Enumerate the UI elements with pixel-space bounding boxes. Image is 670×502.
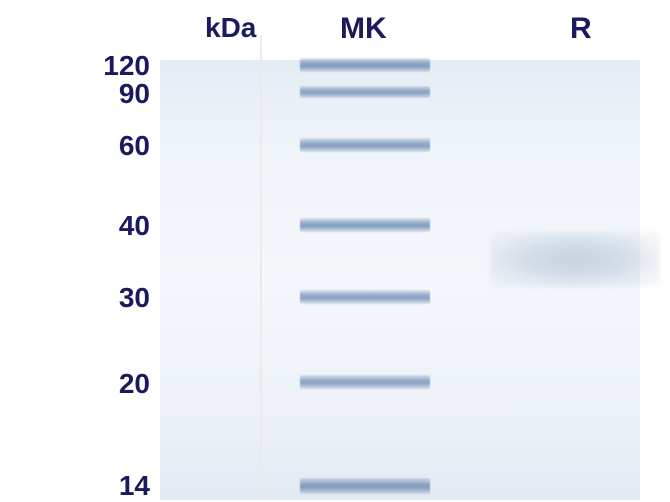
marker-band xyxy=(300,375,430,389)
marker-band xyxy=(300,478,430,494)
marker-band xyxy=(300,138,430,152)
lane-label-sample: R xyxy=(570,12,592,46)
tick-label: 90 xyxy=(100,78,150,110)
tick-label: 40 xyxy=(100,210,150,242)
unit-label: kDa xyxy=(205,12,256,44)
marker-band xyxy=(300,58,430,72)
tick-label: 20 xyxy=(100,368,150,400)
tick-label: 30 xyxy=(100,282,150,314)
marker-band xyxy=(300,218,430,232)
marker-band xyxy=(300,86,430,98)
tick-label: 14 xyxy=(100,470,150,502)
lane-label-marker: MK xyxy=(340,12,387,46)
lane-divider xyxy=(260,35,262,500)
gel-image: kDa MK R 120906040302014 xyxy=(100,0,670,500)
marker-band xyxy=(300,290,430,304)
tick-label: 60 xyxy=(100,130,150,162)
sample-band xyxy=(490,232,660,287)
